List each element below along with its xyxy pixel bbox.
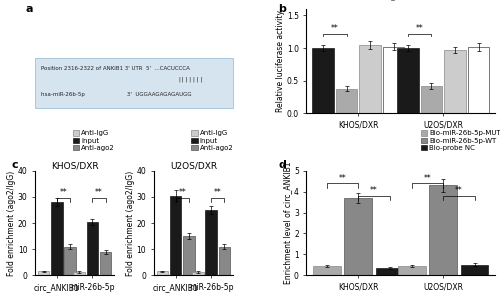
Y-axis label: Fold enrichment (ago2/IgG): Fold enrichment (ago2/IgG) — [7, 170, 16, 276]
Text: Position 2316-2322 of ANKIB1 3' UTR  5'  ...CACUCCCA: Position 2316-2322 of ANKIB1 3' UTR 5' .… — [41, 66, 190, 71]
Text: b: b — [278, 4, 286, 14]
Bar — [468, 47, 489, 113]
Bar — [183, 236, 194, 275]
Bar — [86, 222, 98, 275]
Bar — [376, 268, 404, 275]
Title: KHOS/DXR: KHOS/DXR — [51, 161, 98, 170]
Text: c: c — [11, 160, 18, 170]
Bar — [192, 272, 204, 275]
Bar — [383, 47, 404, 113]
Text: **: ** — [60, 189, 68, 197]
Text: **: ** — [370, 186, 378, 195]
Text: **: ** — [214, 189, 222, 197]
Bar — [420, 86, 442, 113]
Text: a: a — [25, 4, 32, 14]
Text: **: ** — [424, 174, 432, 183]
Bar — [206, 210, 217, 275]
Bar — [312, 48, 334, 113]
Title: U2OS/DXR: U2OS/DXR — [170, 161, 217, 170]
Text: **: ** — [178, 189, 186, 197]
Bar — [170, 196, 181, 275]
Bar — [51, 202, 62, 275]
Text: d: d — [278, 160, 286, 170]
Bar — [444, 50, 466, 113]
Legend: Bio-miR-26b-5p-MUT, Bio-miR-26b-5p-WT, Bio-probe NC: Bio-miR-26b-5p-MUT, Bio-miR-26b-5p-WT, B… — [421, 131, 500, 151]
FancyBboxPatch shape — [35, 58, 233, 108]
Bar — [359, 45, 381, 113]
Bar — [218, 247, 230, 275]
Bar — [64, 247, 76, 275]
Bar — [38, 271, 50, 275]
Bar — [344, 198, 372, 275]
Text: |||||||: ||||||| — [178, 76, 204, 82]
Text: **: ** — [416, 24, 424, 33]
Y-axis label: Relative luciferase activity: Relative luciferase activity — [276, 10, 285, 112]
Bar — [336, 89, 357, 113]
Bar — [313, 266, 340, 275]
Bar — [156, 271, 168, 275]
Bar — [100, 252, 112, 275]
Text: **: ** — [455, 186, 462, 195]
Text: **: ** — [95, 189, 103, 197]
Text: hsa-miR-26b-5p                        3'  UGGAAGAGAGAUGG: hsa-miR-26b-5p 3' UGGAAGAGAGAUGG — [41, 92, 192, 97]
Legend: Anti-IgG, Input, Anti-ago2: Anti-IgG, Input, Anti-ago2 — [72, 131, 114, 151]
Bar — [430, 185, 457, 275]
Legend: Anti-IgG, Input, Anti-ago2: Anti-IgG, Input, Anti-ago2 — [192, 131, 234, 151]
Bar — [460, 265, 488, 275]
Y-axis label: Enrichment level of circ_ANKIB1: Enrichment level of circ_ANKIB1 — [284, 162, 292, 284]
Text: **: ** — [338, 174, 346, 183]
Bar — [398, 266, 425, 275]
Bar — [397, 48, 418, 113]
Bar — [74, 272, 85, 275]
Text: **: ** — [331, 24, 338, 33]
Y-axis label: Fold enrichment (ago2/IgG): Fold enrichment (ago2/IgG) — [126, 170, 135, 276]
